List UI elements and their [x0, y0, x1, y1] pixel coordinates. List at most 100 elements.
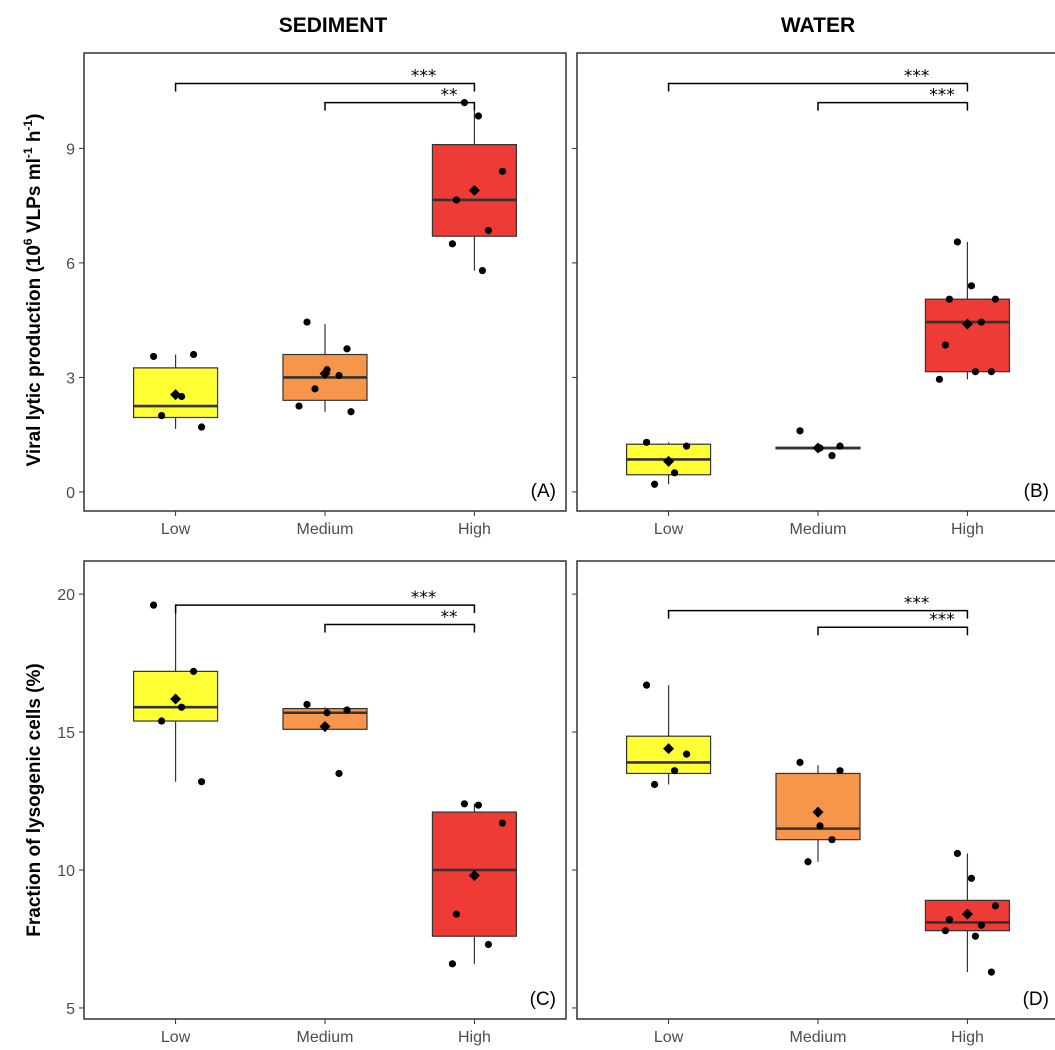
data-point	[828, 836, 836, 844]
data-point	[953, 238, 962, 246]
y-tick-label: 9	[66, 141, 75, 158]
box-high	[431, 99, 518, 275]
data-point	[343, 345, 351, 353]
x-tick-label-low: Low	[654, 1029, 684, 1046]
data-point	[796, 758, 804, 767]
data-point	[967, 282, 976, 290]
data-point	[335, 371, 343, 380]
data-point	[177, 703, 186, 711]
data-point	[971, 932, 980, 940]
significance-label: ***	[904, 67, 930, 87]
y-tick-label: 5	[66, 1001, 75, 1018]
data-point	[303, 318, 311, 326]
y-axis-title-top: Viral lytic production (106 VLPs ml-1 h-…	[21, 114, 45, 467]
data-point	[670, 767, 679, 775]
data-point	[478, 266, 487, 275]
data-point	[991, 295, 1000, 303]
significance-bracket	[817, 101, 969, 111]
mean-marker	[319, 721, 331, 733]
box-medium	[775, 758, 861, 866]
significance-bracket	[324, 623, 476, 633]
significance-bracket	[324, 101, 476, 111]
data-point	[323, 709, 331, 717]
x-tick-label-high: High	[458, 1029, 491, 1046]
box-low	[132, 601, 219, 786]
mean-marker	[663, 743, 675, 755]
y-tick-label: 15	[57, 725, 75, 742]
data-point	[816, 822, 824, 830]
x-tick-label-high: High	[951, 521, 984, 538]
box-high	[924, 849, 1011, 976]
data-point	[498, 167, 507, 175]
significance-label: ***	[411, 588, 437, 608]
box-high	[431, 800, 518, 968]
data-point	[987, 968, 996, 976]
data-point	[650, 780, 659, 789]
mean-marker	[961, 908, 973, 920]
x-tick-label-low: Low	[161, 521, 191, 538]
x-tick-label-high: High	[951, 1029, 984, 1046]
y-title-top-part4: )	[24, 114, 45, 120]
x-tick-label-low: Low	[654, 521, 684, 538]
box-low	[625, 438, 712, 488]
y-title-top-exp3: -1	[21, 120, 35, 131]
data-point	[953, 849, 962, 858]
data-point	[474, 801, 483, 809]
data-point	[977, 318, 986, 326]
y-tick-label: 6	[66, 256, 75, 273]
x-tick-label-high: High	[458, 521, 491, 538]
panel-label: (A)	[531, 481, 556, 502]
box-medium	[282, 318, 368, 416]
column-title-sediment: SEDIMENT	[279, 14, 388, 37]
data-point	[189, 350, 198, 359]
mean-marker	[170, 389, 182, 401]
data-point	[149, 601, 158, 609]
data-point	[452, 196, 461, 204]
data-point	[971, 368, 980, 376]
data-point	[682, 750, 691, 758]
data-point	[836, 767, 844, 775]
panel-a: 0 3 6 9 Low Medium High ***** (A)	[66, 52, 567, 538]
box-body	[625, 735, 712, 775]
data-point	[967, 874, 976, 882]
box-low	[132, 350, 219, 431]
data-point	[945, 916, 954, 924]
mean-marker	[468, 184, 480, 196]
significance-bracket	[667, 609, 969, 619]
data-point	[836, 442, 844, 450]
significance-bracket	[817, 626, 969, 636]
data-point	[303, 700, 311, 709]
panel-frame	[83, 52, 567, 512]
panel-c: 5 10 15 20 Low Medium High ***** (C)	[57, 560, 567, 1046]
data-point	[295, 402, 303, 410]
data-point	[335, 769, 343, 778]
data-point	[642, 681, 651, 689]
data-point	[197, 423, 206, 431]
data-point	[987, 368, 996, 376]
mean-marker	[319, 368, 331, 380]
box-medium	[282, 700, 368, 778]
mean-marker	[961, 318, 973, 330]
panel-label: (B)	[1024, 481, 1049, 502]
y-title-top-part3: h	[24, 131, 45, 148]
x-tick-label-medium: Medium	[790, 1029, 847, 1046]
column-title-water: WATER	[781, 14, 855, 37]
data-point	[941, 927, 950, 935]
box-body	[924, 298, 1011, 373]
x-tick-label-medium: Medium	[790, 521, 847, 538]
data-point	[650, 480, 659, 488]
box-low	[625, 681, 712, 789]
mean-marker	[812, 442, 824, 454]
data-point	[448, 240, 457, 248]
data-point	[157, 717, 166, 725]
data-point	[311, 385, 319, 393]
data-point	[977, 921, 986, 929]
data-point	[941, 341, 950, 349]
x-tick-label-low: Low	[161, 1029, 191, 1046]
significance-label: ***	[411, 67, 437, 87]
data-point	[197, 778, 206, 786]
y-title-top-exp1: 6	[21, 238, 35, 245]
data-point	[452, 910, 461, 918]
